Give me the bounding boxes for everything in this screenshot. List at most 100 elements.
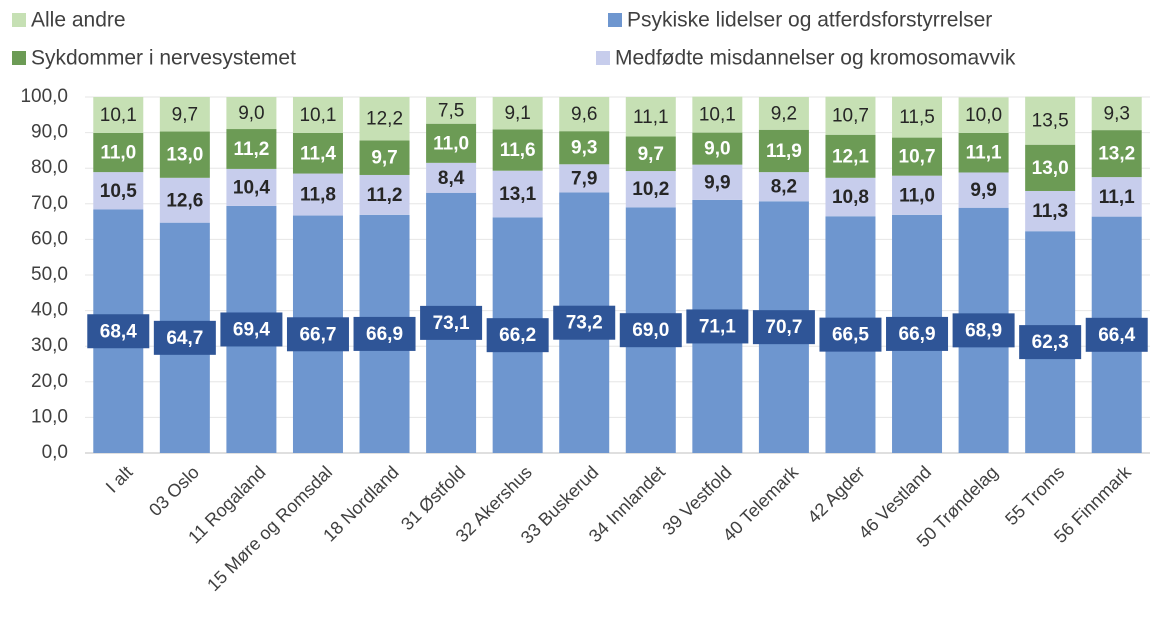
- data-label: 12,6: [166, 190, 203, 211]
- data-label: 66,9: [899, 324, 936, 345]
- bar-segment: [625, 97, 676, 137]
- data-label: 64,7: [166, 328, 203, 349]
- y-tick-label: 90,0: [31, 122, 68, 143]
- data-label: 9,6: [571, 104, 597, 125]
- bar-segment: [226, 168, 277, 206]
- data-label: 9,0: [238, 103, 264, 124]
- data-label: 11,6: [500, 140, 536, 161]
- data-label: 69,4: [233, 319, 270, 340]
- bar-segment: [559, 164, 610, 193]
- x-tick-label: 42 Agder: [804, 462, 869, 527]
- data-label: 13,5: [1032, 111, 1069, 132]
- bar-segment: [958, 97, 1009, 133]
- label-box: [819, 317, 882, 352]
- x-tick-label: 55 Troms: [1001, 462, 1068, 529]
- bar-segment: [292, 97, 343, 133]
- data-label: 11,0: [100, 143, 136, 164]
- bar-segment: [625, 171, 676, 208]
- bar-segment: [426, 123, 477, 163]
- y-tick-label: 60,0: [31, 228, 68, 249]
- y-tick-label: 70,0: [31, 193, 68, 214]
- data-label: 11,8: [300, 185, 336, 206]
- data-label: 68,4: [100, 321, 137, 342]
- bar-segment: [958, 132, 1009, 173]
- data-label: 68,9: [965, 320, 1002, 341]
- x-tick-label: 31 Østfold: [397, 462, 469, 534]
- bar-segment: [892, 175, 943, 215]
- data-label: 7,9: [571, 168, 597, 189]
- bar-segment: [692, 164, 743, 200]
- legend-swatch: [596, 51, 610, 65]
- legend-label: Alle andre: [31, 9, 126, 32]
- bar-segment: [93, 97, 144, 133]
- bar-segment: [292, 132, 343, 174]
- bar-segment: [892, 137, 943, 176]
- label-box: [353, 316, 416, 351]
- data-label: 10,7: [832, 106, 869, 127]
- data-label: 69,0: [632, 320, 669, 341]
- label-box: [286, 317, 349, 352]
- data-label: 11,2: [233, 139, 269, 160]
- data-label: 73,2: [566, 313, 603, 334]
- bar-segment: [559, 131, 610, 165]
- bar-segment: [492, 129, 543, 171]
- data-label: 66,2: [499, 325, 536, 346]
- data-label: 9,1: [504, 103, 530, 124]
- data-label: 11,1: [633, 107, 669, 128]
- data-label: 9,9: [970, 180, 996, 201]
- y-tick-label: 30,0: [31, 335, 68, 356]
- bar-segment: [758, 172, 809, 202]
- y-tick-label: 0,0: [42, 442, 68, 463]
- data-label: 10,5: [100, 181, 137, 202]
- bar-segment: [559, 97, 610, 132]
- y-tick-label: 80,0: [31, 157, 68, 178]
- x-tick-label: 15 Møre og Romsdal: [203, 462, 336, 595]
- data-label: 13,2: [1098, 144, 1135, 165]
- data-label: 66,7: [299, 324, 336, 345]
- bar-segment: [825, 96, 876, 135]
- bar-segment: [492, 170, 543, 218]
- bar-segment: [359, 174, 410, 215]
- data-label: 71,1: [699, 316, 736, 337]
- data-label: 13,0: [1032, 158, 1069, 179]
- bar-segment: [226, 129, 277, 169]
- bar-segment: [692, 132, 743, 165]
- data-label: 73,1: [433, 313, 470, 334]
- bar-segment: [1025, 96, 1076, 145]
- bar-segment: [492, 97, 543, 130]
- data-label: 9,0: [704, 139, 730, 160]
- bar-segment: [159, 131, 210, 178]
- label-box: [87, 314, 150, 349]
- legend-swatch: [12, 13, 26, 27]
- data-label: 66,4: [1098, 325, 1135, 346]
- data-label: 11,0: [433, 133, 469, 154]
- bar-segment: [958, 172, 1009, 208]
- label-box: [752, 310, 815, 345]
- bar-segment: [359, 97, 410, 141]
- legend-swatch: [608, 13, 622, 27]
- label-box: [686, 309, 749, 344]
- data-label: 66,5: [832, 325, 869, 346]
- data-label: 10,4: [233, 177, 270, 198]
- bar-segment: [625, 136, 676, 172]
- data-label: 9,9: [704, 172, 730, 193]
- bar-segment: [426, 162, 477, 193]
- bar-segment: [226, 97, 277, 130]
- bar-segment: [825, 177, 876, 217]
- data-label: 9,7: [638, 144, 664, 165]
- data-label: 9,3: [1104, 104, 1130, 125]
- legend-label: Psykiske lidelser og atferdsforstyrrelse…: [627, 9, 992, 32]
- data-label: 11,0: [899, 185, 935, 206]
- x-tick-label: 03 Oslo: [145, 462, 203, 520]
- bar-segment: [1025, 190, 1076, 232]
- data-label: 10,7: [899, 147, 936, 168]
- label-box: [420, 305, 483, 340]
- label-box: [886, 316, 949, 351]
- y-tick-label: 40,0: [31, 300, 68, 321]
- bar-segment: [426, 97, 477, 124]
- label-box: [220, 312, 283, 347]
- x-tick-label: I alt: [102, 462, 137, 497]
- data-label: 9,7: [371, 148, 397, 169]
- data-label: 11,3: [1032, 201, 1068, 222]
- bar-segment: [1091, 97, 1142, 131]
